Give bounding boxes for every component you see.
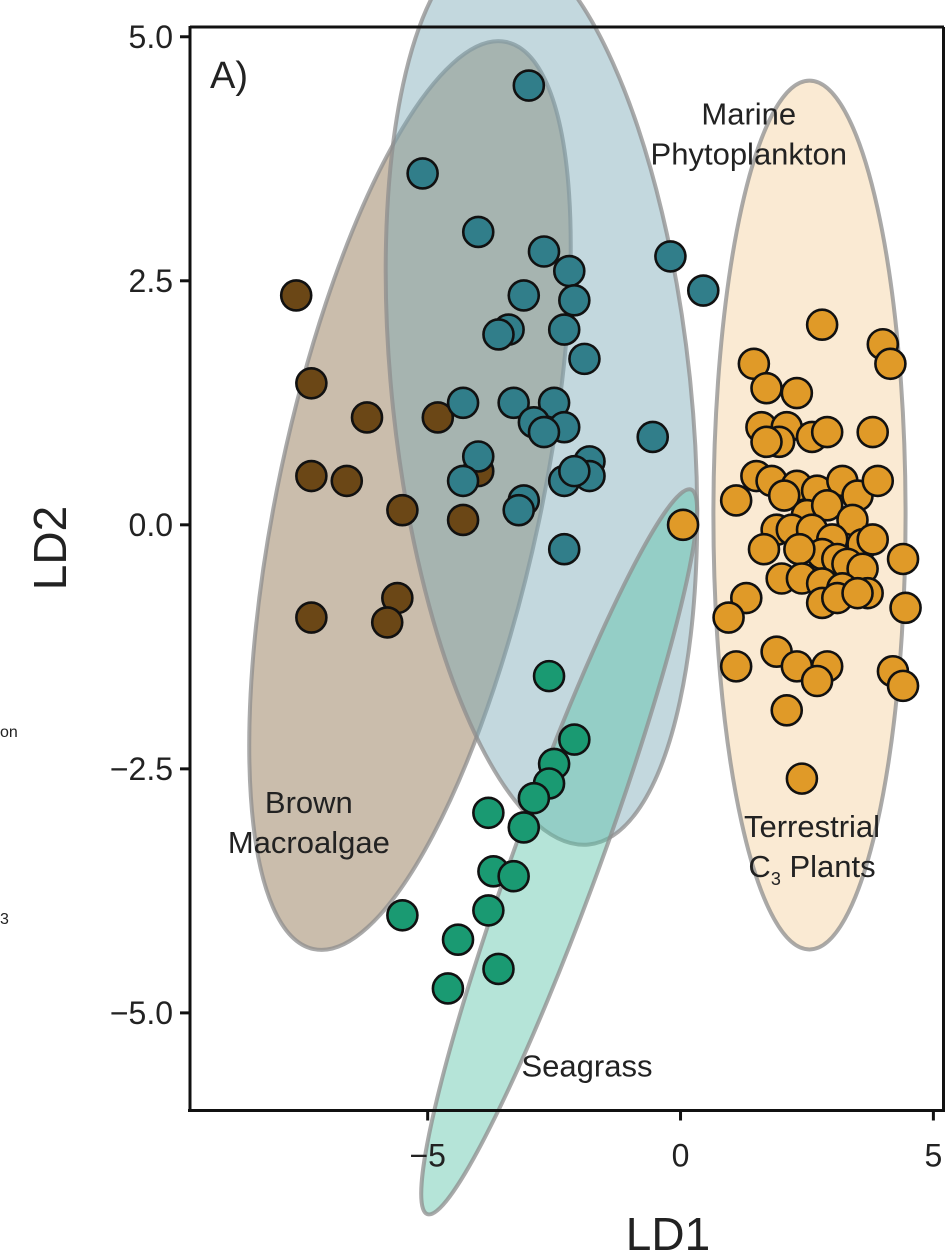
seagrass-point-13 (431, 972, 465, 1005)
marine-phytoplankton-label-line-1: Phytoplankton (651, 137, 847, 172)
seagrass-point-11 (441, 923, 475, 956)
axes (188, 25, 945, 1112)
terrestrial-c3-plants-point-20 (767, 479, 801, 512)
brown-macroalgae-point-6 (386, 493, 419, 527)
marine-phytoplankton-point-9 (482, 318, 515, 351)
terrestrial-c3-plants-point-30 (856, 523, 890, 556)
terrestrial-c3-plants-point-58 (666, 508, 700, 542)
terrestrial-c3-plants-point-5 (780, 376, 814, 410)
terrestrial-c3-plants-point-34 (783, 532, 816, 566)
marine-phytoplankton-point-4 (507, 279, 541, 312)
marine-phytoplankton-point-22 (558, 454, 591, 488)
brown-macroalgae-point-9 (370, 606, 404, 639)
terrestrial-c3-plants-point-56 (770, 693, 804, 727)
seagrass-point-5 (472, 796, 505, 830)
marine-phytoplankton-point-11 (497, 386, 530, 420)
seagrass-point-0 (532, 659, 566, 693)
data-points (279, 69, 922, 1005)
marine-phytoplankton-point-2 (461, 215, 495, 249)
seagrass-point-4 (517, 781, 551, 815)
panel-label: A) (210, 55, 248, 97)
terrestrial-c3-plants-point-19 (861, 464, 895, 498)
terrestrial-c3-plants-point-57 (785, 762, 819, 795)
x-tick-label-2: 5 (924, 1138, 942, 1174)
brown-macroalgae-point-10 (446, 503, 480, 537)
marine-phytoplankton-point-1 (406, 157, 439, 190)
brown-macroalgae-point-5 (421, 401, 455, 434)
terrestrial-c3-plants-point-12 (750, 425, 783, 459)
brown-macroalgae-point-1 (295, 366, 328, 400)
marine-phytoplankton-point-16 (527, 415, 561, 449)
seagrass-point-6 (507, 811, 541, 844)
brown-macroalgae-point-4 (350, 401, 384, 434)
seagrass-point-1 (558, 723, 591, 756)
terrestrial-c3-plants-point-53 (719, 650, 753, 683)
group-labels: Brown Macroalgae Marine Phytoplankton Seagra… (228, 97, 880, 1084)
marine-phytoplankton-label-line-0: Marine (701, 97, 796, 132)
terrestrial-c3-plants-point-22 (810, 489, 844, 522)
y-tick-label-0: 5.0 (129, 19, 173, 55)
terrestrial-c3-plants-point-2 (874, 347, 907, 381)
marine-phytoplankton-point-7 (547, 313, 581, 346)
x-axis-title: LD1 (626, 1208, 710, 1259)
marine-phytoplankton-point-24 (502, 493, 536, 527)
brown-macroalgae-ellipse (247, 39, 573, 952)
terrestrial-c3-plants-point-11 (856, 415, 890, 449)
terrestrial-c3-plants-point-24 (719, 484, 753, 517)
marine-phytoplankton-point-13 (446, 386, 480, 420)
marine-phytoplankton-point-6 (558, 284, 591, 317)
axis-ticks: −5 0 5 5.0 2.5 0.0 −2.5 −5.0 (110, 19, 942, 1174)
marine-phytoplankton-point-17 (461, 440, 495, 473)
marine-phytoplankton-point-26 (654, 240, 687, 273)
brown-macroalgae-point-3 (330, 464, 364, 498)
marine-phytoplankton-point-28 (636, 420, 670, 454)
terrestrial-c3-plants-point-10 (810, 415, 844, 449)
x-tick-label-1: 0 (672, 1138, 690, 1174)
marine-phytoplankton-point-10 (568, 342, 601, 376)
marine-phytoplankton-point-25 (547, 532, 581, 566)
marine-phytoplankton-point-18 (446, 464, 480, 498)
x-tick-label-0: −5 (409, 1138, 445, 1174)
y-axis-title: LD2 (24, 506, 76, 590)
seagrass-point-10 (386, 898, 419, 932)
seagrass-point-12 (482, 952, 515, 986)
group-ellipses (247, 0, 908, 1217)
marine-phytoplankton-point-27 (686, 274, 720, 307)
edge-text-2: 3 (0, 911, 9, 928)
seagrass-point-9 (472, 894, 505, 927)
terrestrial-c3-plants-point-48 (841, 576, 874, 610)
terrestrial-c3-plants-point-33 (747, 532, 781, 566)
y-tick-label-3: −2.5 (110, 751, 173, 787)
brown-macroalgae-label-line-1: Macroalgae (228, 825, 390, 860)
brown-macroalgae-point-0 (279, 279, 313, 312)
terrestrial-c3-plants-point-0 (805, 308, 839, 342)
terrestrial-c3-plants-point-43 (889, 591, 922, 625)
y-tick-label-2: 0.0 (129, 507, 173, 543)
marine-phytoplankton-point-5 (552, 254, 586, 288)
marine-phytoplankton-point-0 (512, 69, 546, 102)
seagrass-point-8 (497, 859, 530, 893)
brown-macroalgae-point-2 (295, 459, 328, 493)
terrestrial-c3-plants-label-line-1: C3 Plants (748, 849, 875, 889)
terrestrial-c3-plants-label-line-0: Terrestrial (744, 809, 880, 844)
terrestrial-c3-plants-point-55 (886, 669, 920, 703)
brown-macroalgae-label-line-0: Brown (265, 785, 353, 820)
seagrass-label-line-0: Seagrass (521, 1048, 652, 1083)
terrestrial-c3-plants-point-37 (886, 542, 920, 576)
marine-phytoplankton-point-3 (527, 235, 561, 268)
edge-text-1: on (0, 724, 18, 741)
terrestrial-c3-plants-point-4 (750, 371, 783, 405)
y-tick-label-4: −5.0 (110, 995, 173, 1031)
terrestrial-c3-plants-point-52 (800, 664, 834, 698)
terrestrial-c3-plants-point-45 (712, 601, 745, 634)
brown-macroalgae-point-7 (295, 601, 328, 634)
y-tick-label-1: 2.5 (129, 263, 173, 299)
